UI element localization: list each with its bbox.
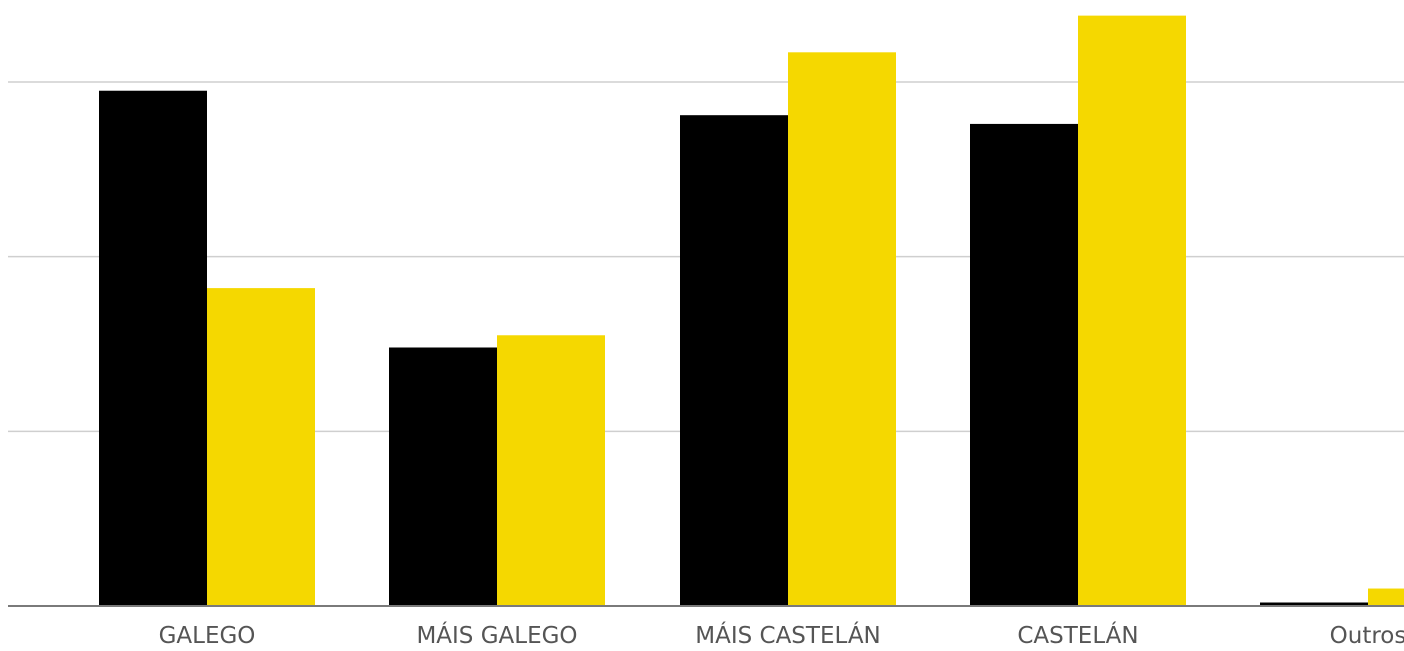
x-tick-label: GALEGO [159, 623, 256, 647]
bar-series-0-cat-1 [389, 347, 497, 606]
x-tick-label: MÁIS GALEGO [416, 621, 577, 647]
x-tick-label: CASTELÁN [1017, 621, 1138, 647]
bar-series-1-cat-1 [497, 335, 605, 606]
bar-series-0-cat-3 [970, 123, 1078, 607]
x-tick-label: Outros [1330, 623, 1404, 647]
bar-series-1-cat-3 [1078, 15, 1186, 607]
x-tick-labels: GALEGO MÁIS GALEGO MÁIS CASTELÁN CASTELÁN Ou… [159, 621, 1404, 649]
bar-series-1-cat-4 [1368, 588, 1404, 606]
bar-series-1-cat-0 [207, 288, 315, 606]
bar-series-0-cat-4 [1260, 602, 1368, 606]
x-tick-label: MÁIS CASTELÁN [695, 621, 881, 647]
bar-series-0-cat-2 [680, 115, 788, 606]
bar-series-1-cat-2 [788, 52, 896, 607]
bars [99, 15, 1404, 607]
bar-series-0-cat-0 [99, 90, 207, 606]
